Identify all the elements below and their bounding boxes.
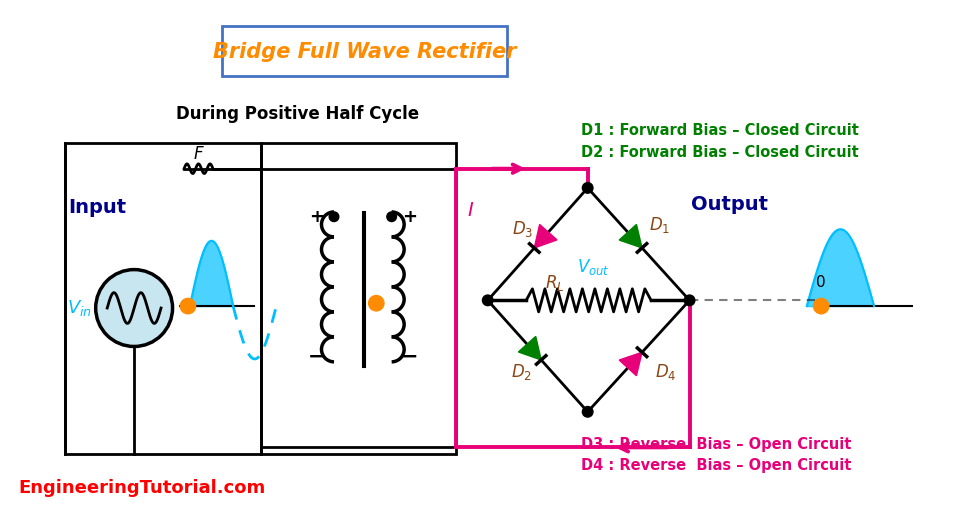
Polygon shape [534, 224, 557, 248]
Text: −: − [307, 347, 325, 367]
Text: D1 : Forward Bias – Closed Circuit: D1 : Forward Bias – Closed Circuit [581, 123, 859, 138]
Text: EngineeringTutorial.com: EngineeringTutorial.com [18, 479, 266, 497]
Text: D3 : Reverse  Bias – Open Circuit: D3 : Reverse Bias – Open Circuit [581, 437, 851, 452]
Circle shape [387, 212, 396, 222]
Text: $D_2$: $D_2$ [511, 362, 532, 383]
Text: +: + [309, 208, 324, 226]
Circle shape [95, 269, 172, 347]
Circle shape [483, 295, 493, 306]
Text: $V_{out}$: $V_{out}$ [577, 257, 610, 277]
Text: $R_L$: $R_L$ [545, 273, 564, 293]
Circle shape [684, 295, 695, 306]
Text: $D_4$: $D_4$ [655, 362, 676, 383]
Text: During Positive Half Cycle: During Positive Half Cycle [176, 105, 419, 123]
FancyBboxPatch shape [222, 26, 507, 76]
Circle shape [329, 212, 339, 222]
Text: D4 : Reverse  Bias – Open Circuit: D4 : Reverse Bias – Open Circuit [581, 458, 851, 473]
Circle shape [583, 183, 593, 193]
Circle shape [813, 298, 829, 314]
Polygon shape [619, 224, 642, 248]
Polygon shape [519, 336, 541, 360]
Text: Output: Output [692, 195, 769, 214]
Text: Bridge Full Wave Rectifier: Bridge Full Wave Rectifier [213, 43, 517, 62]
Circle shape [369, 295, 384, 311]
Circle shape [180, 298, 196, 314]
Circle shape [583, 406, 593, 417]
Text: F: F [194, 145, 203, 163]
Text: D2 : Forward Bias – Closed Circuit: D2 : Forward Bias – Closed Circuit [581, 145, 859, 160]
Text: $I$: $I$ [467, 200, 474, 220]
Text: $D_1$: $D_1$ [649, 215, 670, 236]
Text: +: + [403, 208, 417, 226]
Text: 0: 0 [816, 275, 826, 290]
Text: $D_3$: $D_3$ [512, 219, 533, 239]
Text: −: − [401, 347, 418, 367]
Text: $V_{in}$: $V_{in}$ [67, 298, 91, 318]
Text: Input: Input [68, 198, 126, 216]
Polygon shape [619, 352, 642, 376]
